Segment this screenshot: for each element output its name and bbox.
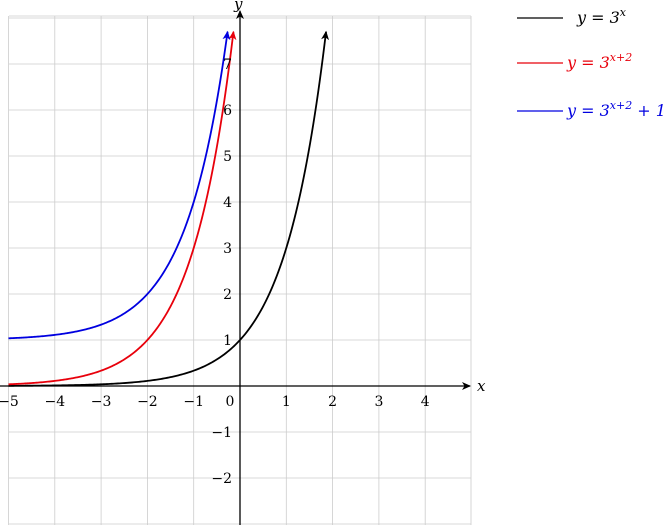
x-tick-label: −1 [183,394,204,410]
y-tick-label: 2 [223,287,232,303]
y-tick-label: −1 [211,425,232,441]
x-tick-label: 4 [421,394,430,410]
x-tick-label: −3 [91,394,112,410]
y-tick-label: 6 [223,103,232,119]
y-tick-label: 1 [223,333,232,349]
series-line-1 [8,30,330,387]
x-tick-label: −2 [137,394,158,410]
x-tick-label: 1 [282,394,291,410]
tick-labels: −5 −4 −3 −2 −1 0 1 2 3 4 −2 −1 1 2 3 4 5 6 7 [0,57,430,487]
y-tick-label: −2 [211,471,232,487]
x-axis-label: x [477,377,486,395]
series-line-3 [8,30,231,340]
axes: xy [0,0,486,525]
legend: y = 3x y = 3x+2 y = 3x+2 + 1 [517,6,666,120]
x-tick-label: 0 [226,394,235,410]
curves [8,30,330,387]
legend-label-3: y = 3x+2 + 1 [566,99,666,120]
legend-label-1: y = 3x [576,6,627,27]
x-tick-label: −5 [0,394,19,410]
y-tick-label: 5 [223,149,232,165]
x-tick-label: 2 [328,394,337,410]
legend-label-2: y = 3x+2 [566,51,632,72]
x-tick-label: 3 [374,394,383,410]
y-tick-label: 3 [223,241,232,257]
y-axis-label: y [233,0,243,13]
y-tick-label: 4 [223,195,232,211]
x-tick-label: −4 [44,394,65,410]
series-line-2 [8,30,237,386]
y-tick-label: 7 [223,57,232,73]
